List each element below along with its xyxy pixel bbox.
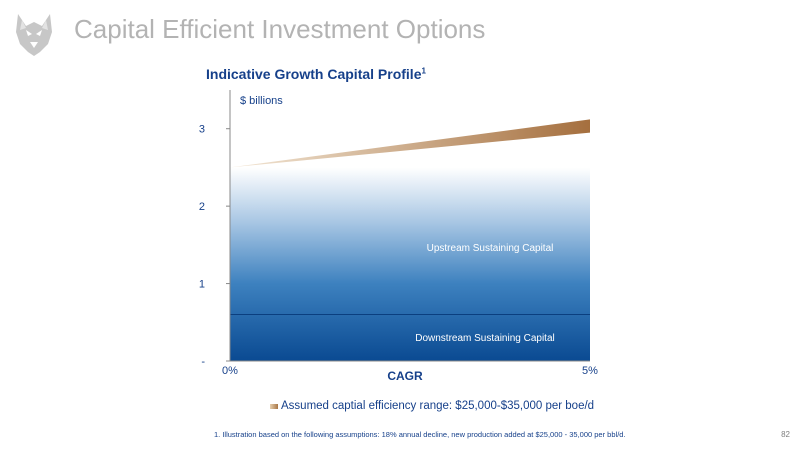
legend-label-efficiency-range: Assumed captial efficiency range: $25,00… (281, 400, 595, 412)
chart-background-gradient (230, 167, 590, 361)
page-number: 82 (781, 430, 790, 439)
upstream-area-label: Upstream Sustaining Capital (427, 243, 554, 254)
x-tick-label: 0% (222, 365, 238, 377)
legend-swatch-efficiency-range (270, 403, 278, 409)
downstream-area-label: Downstream Sustaining Capital (415, 333, 555, 344)
x-axis-label: CAGR (387, 369, 423, 383)
chart-title-text: Indicative Growth Capital Profile (206, 66, 422, 82)
footnote: 1. Illustration based on the following a… (214, 430, 626, 439)
y-tick-label: 1 (199, 279, 205, 291)
chart-title: Indicative Growth Capital Profile1 (206, 66, 426, 82)
series-efficiency-range-wedge (230, 119, 590, 168)
chart-title-footnote-marker: 1 (421, 66, 426, 76)
series-upstream-area (230, 167, 590, 314)
y-tick-label: 3 (199, 124, 205, 136)
chart-legend: Assumed captial efficiency range: $25,00… (270, 400, 594, 412)
slide-title: Capital Efficient Investment Options (74, 14, 486, 44)
x-tick-label: 5% (582, 365, 598, 377)
y-axis-label: $ billions (240, 95, 283, 107)
husky-logo-icon (16, 14, 52, 56)
y-tick-label: 2 (199, 201, 205, 213)
y-tick-label: - (201, 356, 205, 368)
